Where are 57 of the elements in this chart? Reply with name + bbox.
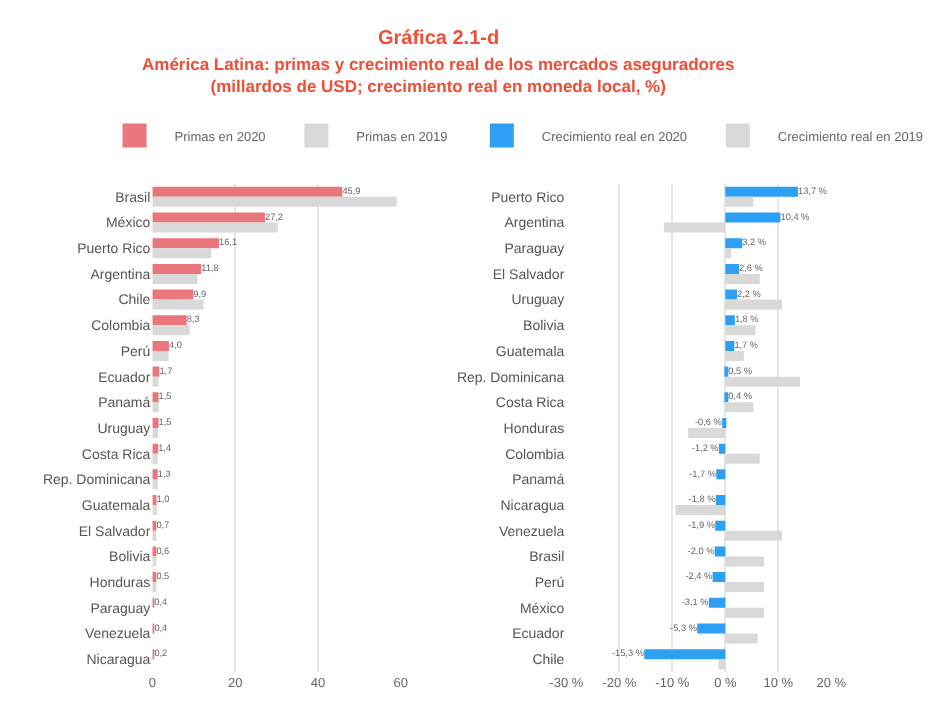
bar	[725, 186, 798, 197]
bar	[725, 263, 740, 274]
bar	[663, 222, 726, 233]
bar	[152, 289, 194, 300]
bar	[152, 238, 219, 249]
bar	[725, 402, 754, 413]
bar	[152, 453, 158, 464]
bar	[152, 376, 159, 387]
chart-title: Gráfica 2.1-d	[378, 28, 500, 50]
bar	[715, 495, 726, 506]
bar	[718, 443, 726, 454]
bar	[152, 315, 187, 326]
bar	[152, 392, 159, 403]
bar	[725, 350, 744, 361]
bar	[152, 186, 343, 197]
bar	[725, 340, 735, 351]
bar	[725, 196, 754, 207]
bar	[725, 556, 764, 567]
bar	[152, 340, 169, 351]
bar	[152, 248, 212, 259]
bar	[725, 582, 764, 593]
bar	[716, 469, 726, 480]
bar	[688, 428, 726, 439]
bar	[725, 289, 737, 300]
bar	[712, 572, 726, 583]
bar	[152, 222, 278, 233]
bar	[152, 212, 265, 223]
bar	[644, 649, 726, 660]
bar	[152, 402, 159, 413]
bar	[152, 417, 159, 428]
bar	[725, 315, 735, 326]
bar	[152, 350, 169, 361]
bar	[708, 597, 726, 608]
bar	[152, 273, 198, 284]
bar	[725, 212, 781, 223]
bar	[725, 325, 756, 336]
bar	[714, 546, 726, 557]
bar	[725, 376, 801, 387]
bar	[725, 248, 732, 259]
bar	[725, 453, 760, 464]
bar	[725, 299, 783, 310]
bar	[725, 238, 743, 249]
bar	[675, 505, 726, 516]
bar	[725, 607, 764, 618]
bar	[725, 273, 760, 284]
bar	[697, 623, 726, 634]
bar	[725, 530, 783, 541]
bar	[152, 479, 158, 490]
bar	[152, 299, 204, 310]
bar	[152, 469, 158, 480]
bar	[725, 633, 758, 644]
bar	[152, 325, 190, 336]
bar	[152, 263, 202, 274]
bar	[152, 196, 397, 207]
bar	[715, 520, 726, 531]
bar	[718, 659, 726, 670]
text: América Latina: primas y crecimiento real de los mercados aseguradores (millardos de USD; crecimiento real en moneda local, %)	[142, 54, 735, 97]
